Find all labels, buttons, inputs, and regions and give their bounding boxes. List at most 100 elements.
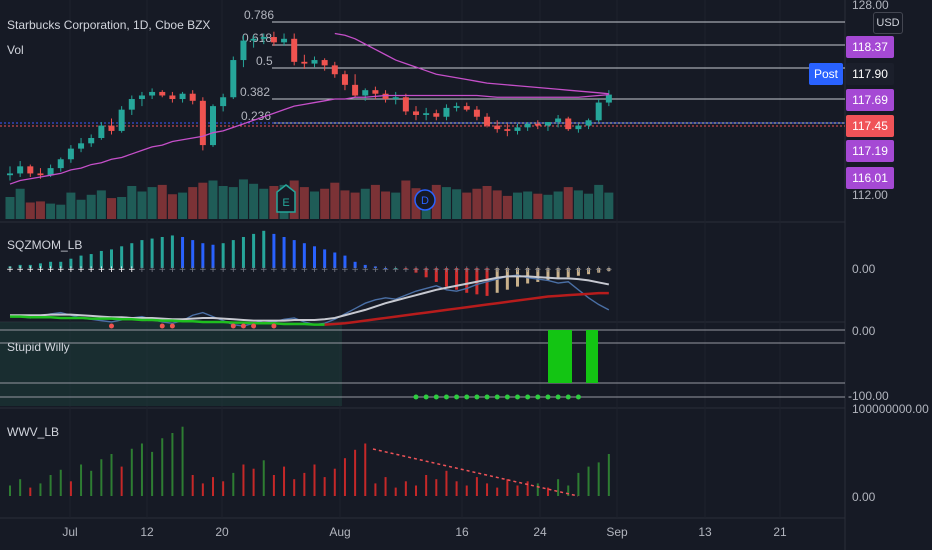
fib-level-label: 0.236: [241, 109, 271, 123]
squeeze-dot: +: [230, 265, 238, 275]
volume-bar: [370, 184, 380, 219]
candle-body: [88, 138, 95, 144]
sqzmom-bar: [566, 268, 570, 278]
post-badge-bg: [809, 63, 843, 85]
candle-body: [321, 60, 328, 66]
sqzmom-bar: [110, 249, 113, 268]
squeeze-dot: +: [331, 265, 339, 275]
volume-bar: [238, 179, 248, 219]
post-badge: Post: [814, 67, 839, 81]
svg-text:D: D: [421, 195, 429, 207]
squeeze-dot: +: [148, 265, 156, 275]
willy-label[interactable]: Stupid Willy: [7, 340, 70, 354]
wwv-bar: [567, 485, 570, 496]
squeeze-dot: +: [443, 265, 451, 275]
candle-body: [331, 65, 338, 75]
candle-body: [575, 125, 582, 130]
sqzmom-bar: [444, 268, 448, 287]
wwv-bar: [201, 483, 204, 496]
squeeze-dot: +: [311, 265, 319, 275]
volume-bar: [127, 186, 137, 219]
squeeze-dot: +: [67, 265, 75, 275]
candle-body: [473, 109, 480, 117]
squeeze-dot: +: [290, 265, 298, 275]
sqzmom-bar: [59, 261, 63, 268]
time-axis[interactable]: Jul 12 20 Aug 16 24 Sep 13 21: [62, 525, 787, 539]
wwv-bar: [557, 479, 560, 496]
volume-bar: [208, 180, 218, 219]
fib-level-label: 0.5: [256, 54, 273, 68]
candle-body: [27, 166, 34, 174]
time-axis-label: 24: [533, 525, 547, 539]
candle-body: [463, 106, 470, 110]
price-tag: 117.19: [852, 144, 888, 158]
sqzmom-bar: [170, 235, 174, 268]
fibonacci-retracement[interactable]: 0.786 0.618 0.5 0.382 0.236: [0, 8, 845, 127]
sqzmom-bar: [211, 244, 215, 268]
volume-bar: [259, 188, 269, 219]
earnings-marker[interactable]: E: [276, 184, 296, 213]
wwv-label[interactable]: WWV_LB: [7, 425, 59, 439]
wwv-bar: [333, 468, 336, 496]
wwv-bar: [100, 459, 103, 496]
sqzmom-bar: [49, 261, 53, 268]
willy-oversold-dot: [443, 394, 449, 400]
candle-body: [534, 123, 541, 126]
candle-body: [37, 173, 44, 176]
volume-bar: [178, 192, 188, 219]
wwv-bar: [394, 487, 397, 496]
sqzmom-label[interactable]: SQZMOM_LB: [7, 238, 82, 252]
symbol-title[interactable]: Starbucks Corporation, 1D, Cboe BZX: [7, 18, 210, 32]
willy-trend-line-up: [10, 315, 325, 326]
squeeze-dot: +: [199, 265, 207, 275]
volume-label[interactable]: Vol: [7, 43, 24, 57]
wwv-bar: [19, 479, 22, 496]
wwv-bar: [212, 477, 214, 496]
sqzmom-bar: [373, 266, 377, 268]
squeeze-dot: +: [585, 265, 593, 275]
wwv-bar: [455, 481, 458, 496]
wwv-bar: [262, 460, 265, 496]
wwv-bar: [546, 487, 549, 496]
volume-bar: [543, 194, 553, 219]
volume-bar: [218, 186, 228, 219]
candle-body: [494, 125, 501, 130]
price-tag: 117.69: [852, 93, 888, 107]
dividend-marker[interactable]: D: [414, 189, 436, 211]
volume-bar: [157, 184, 167, 219]
wwv-trendline: [372, 448, 579, 497]
sqzmom-bar: [262, 230, 266, 268]
wwv-bar: [80, 464, 83, 496]
wwv-bar: [313, 464, 316, 496]
candle-body: [281, 38, 288, 43]
wwv-bar: [191, 475, 194, 496]
candle-body: [67, 148, 74, 160]
candle-body: [57, 159, 64, 169]
willy-oversold-dot: [464, 394, 470, 400]
wwv-axis-top: 100000000.00: [852, 402, 929, 416]
squeeze-dot: +: [118, 265, 126, 275]
willy-axis-top: 0.00: [852, 324, 876, 338]
volume-bar: [573, 190, 583, 219]
volume-bar: [15, 188, 25, 219]
volume-bar: [502, 195, 512, 219]
squeeze-dot: +: [402, 265, 410, 275]
volume-bar: [360, 188, 370, 219]
wwv-bar: [364, 443, 367, 496]
willy-overbought-dot: [240, 323, 246, 329]
time-axis-label: 20: [215, 525, 229, 539]
candle-body: [189, 93, 196, 101]
volume-bar: [584, 193, 594, 219]
sqzmom-bar: [181, 237, 185, 268]
volume-bars: [5, 179, 614, 219]
squeeze-dot: +: [108, 265, 116, 275]
squeeze-dot: +: [219, 265, 227, 275]
volume-bar: [441, 187, 451, 219]
sqzmom-bar: [302, 243, 306, 268]
squeeze-dot: +: [138, 265, 146, 275]
sqzmom-bar: [597, 268, 601, 273]
currency-button[interactable]: USD: [873, 12, 903, 34]
squeeze-dot: +: [453, 265, 461, 275]
willy-oversold-dot: [535, 394, 541, 400]
sqzmom-bar: [434, 268, 438, 282]
